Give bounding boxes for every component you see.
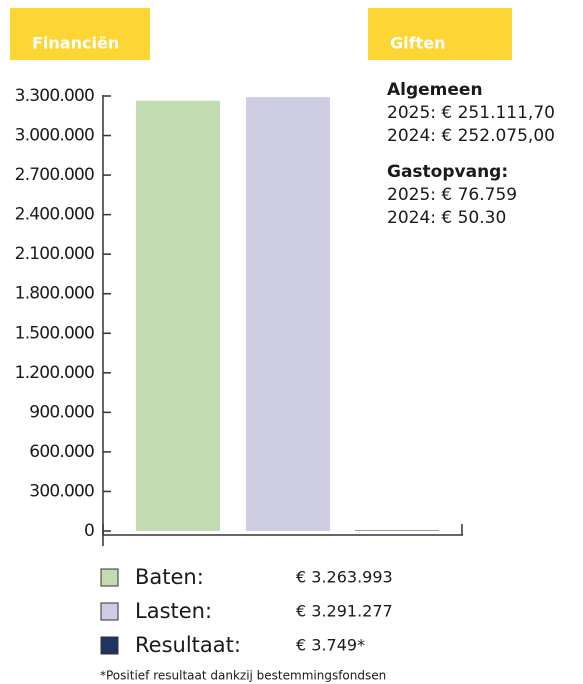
giften-heading: Algemeen <box>387 80 483 100</box>
value-label: € 3.749* <box>296 636 365 655</box>
y-tick-label: 300.000 <box>29 481 94 501</box>
legend-label: Baten: <box>135 565 204 589</box>
bar <box>136 100 220 532</box>
y-tick-label: 0 <box>84 521 94 541</box>
header-box <box>368 8 512 60</box>
legend-swatch <box>100 602 119 621</box>
giften-line: 2025: € 76.759 <box>387 185 517 205</box>
y-tick-label: 900.000 <box>29 402 94 422</box>
giften-line: 2024: € 50.30 <box>387 208 506 228</box>
header-title: Financiën <box>32 34 119 53</box>
y-tick-label: 3.300.000 <box>15 86 94 106</box>
footnote: *Positief resultaat dankzij bestemmingsf… <box>100 669 386 683</box>
y-tick-label: 1.500.000 <box>15 323 94 343</box>
legend-label: Lasten: <box>135 599 212 623</box>
y-tick-label: 1.800.000 <box>15 284 94 304</box>
legend-label: Resultaat: <box>135 633 241 657</box>
legend-swatch <box>100 636 119 655</box>
value-label: € 3.263.993 <box>296 568 393 587</box>
bar <box>246 97 330 532</box>
giften-heading: Gastopvang: <box>387 162 508 182</box>
giften-line: 2025: € 251.111,70 <box>387 103 555 123</box>
y-tick-label: 1.200.000 <box>15 363 94 383</box>
y-tick-label: 2.400.000 <box>15 205 94 225</box>
y-tick-label: 600.000 <box>29 442 94 462</box>
value-label: € 3.291.277 <box>296 602 393 621</box>
header-box <box>10 8 150 60</box>
y-tick-label: 2.100.000 <box>15 244 94 264</box>
header-title: Giften <box>390 34 445 53</box>
legend-swatch <box>100 568 119 587</box>
y-tick-label: 2.700.000 <box>15 165 94 185</box>
giften-line: 2024: € 252.075,00 <box>387 126 555 146</box>
y-tick-label: 3.000.000 <box>15 126 94 146</box>
